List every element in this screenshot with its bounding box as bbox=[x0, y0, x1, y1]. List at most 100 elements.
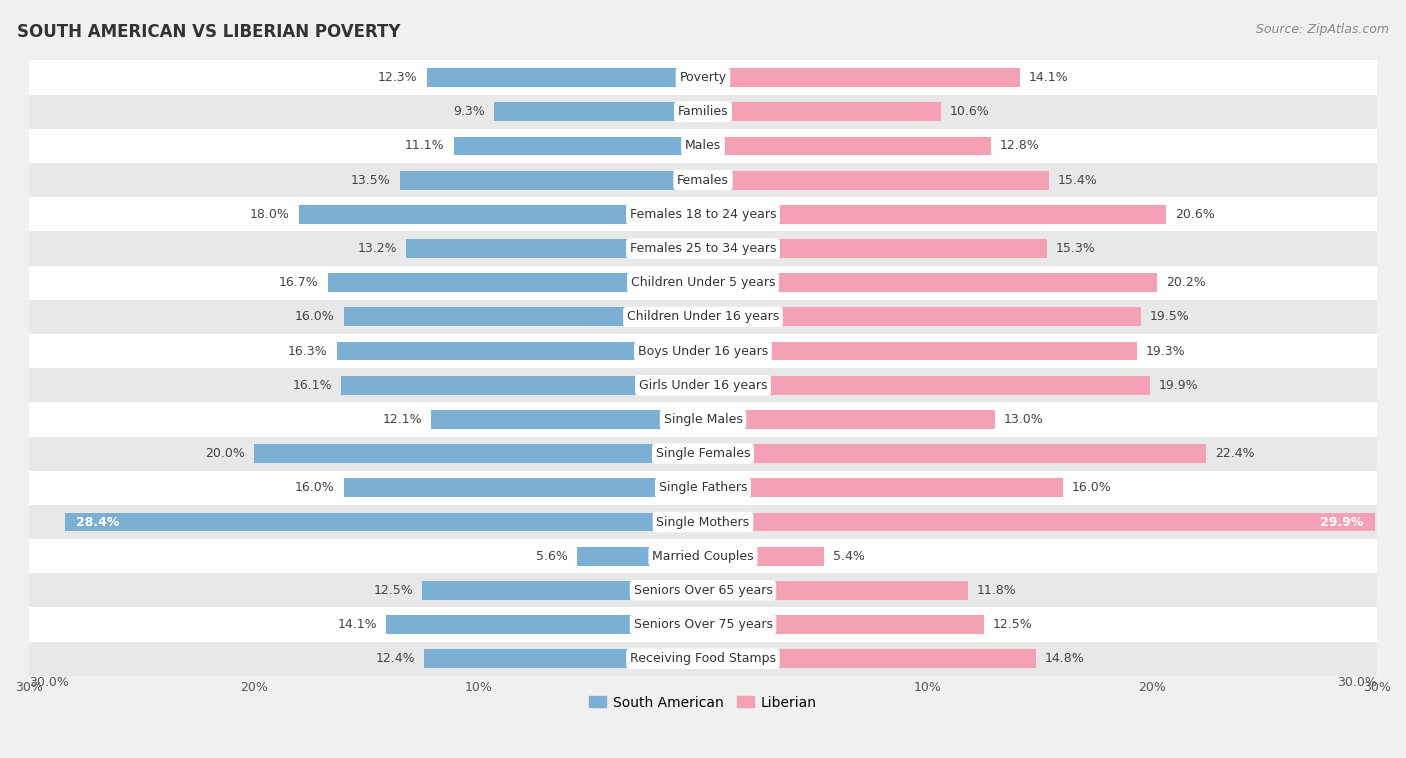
Bar bbox=[30, 61, 1376, 95]
Text: Source: ZipAtlas.com: Source: ZipAtlas.com bbox=[1256, 23, 1389, 36]
Bar bbox=[30, 402, 1376, 437]
Text: 20.6%: 20.6% bbox=[1175, 208, 1215, 221]
Text: 12.3%: 12.3% bbox=[378, 71, 418, 84]
Bar bbox=[30, 231, 1376, 265]
Text: Single Mothers: Single Mothers bbox=[657, 515, 749, 528]
Bar bbox=[703, 376, 1150, 395]
Text: 28.4%: 28.4% bbox=[76, 515, 120, 528]
Text: 13.5%: 13.5% bbox=[352, 174, 391, 186]
Text: 30.0%: 30.0% bbox=[30, 676, 69, 689]
Text: Children Under 5 years: Children Under 5 years bbox=[631, 276, 775, 290]
Text: 20.0%: 20.0% bbox=[205, 447, 245, 460]
Bar bbox=[30, 300, 1376, 334]
Bar bbox=[406, 239, 703, 258]
Text: 5.6%: 5.6% bbox=[536, 550, 568, 562]
Text: 12.5%: 12.5% bbox=[374, 584, 413, 597]
Text: SOUTH AMERICAN VS LIBERIAN POVERTY: SOUTH AMERICAN VS LIBERIAN POVERTY bbox=[17, 23, 401, 41]
Text: 13.2%: 13.2% bbox=[357, 242, 398, 255]
Text: 14.1%: 14.1% bbox=[337, 618, 377, 631]
Bar bbox=[578, 547, 703, 565]
Bar bbox=[425, 650, 703, 668]
Bar bbox=[30, 539, 1376, 573]
Bar bbox=[30, 197, 1376, 231]
Bar bbox=[703, 444, 1206, 463]
Text: 30.0%: 30.0% bbox=[1337, 676, 1376, 689]
Text: 16.3%: 16.3% bbox=[288, 345, 328, 358]
Text: 12.8%: 12.8% bbox=[1000, 139, 1039, 152]
Text: Males: Males bbox=[685, 139, 721, 152]
Text: 20.2%: 20.2% bbox=[1166, 276, 1205, 290]
Bar bbox=[30, 471, 1376, 505]
Text: Females: Females bbox=[678, 174, 728, 186]
Bar bbox=[703, 512, 1375, 531]
Text: 16.7%: 16.7% bbox=[278, 276, 319, 290]
Bar bbox=[703, 68, 1019, 87]
Text: 9.3%: 9.3% bbox=[453, 105, 485, 118]
Bar bbox=[30, 437, 1376, 471]
Bar bbox=[703, 136, 991, 155]
Bar bbox=[494, 102, 703, 121]
Bar bbox=[30, 334, 1376, 368]
Text: Married Couples: Married Couples bbox=[652, 550, 754, 562]
Bar bbox=[30, 642, 1376, 676]
Bar bbox=[422, 581, 703, 600]
Text: 19.5%: 19.5% bbox=[1150, 310, 1189, 324]
Bar bbox=[454, 136, 703, 155]
Bar bbox=[30, 368, 1376, 402]
Text: Families: Families bbox=[678, 105, 728, 118]
Text: 16.0%: 16.0% bbox=[1071, 481, 1111, 494]
Bar bbox=[399, 171, 703, 190]
Bar bbox=[30, 129, 1376, 163]
Bar bbox=[703, 650, 1036, 668]
Bar bbox=[426, 68, 703, 87]
Bar bbox=[703, 239, 1047, 258]
Text: Females 18 to 24 years: Females 18 to 24 years bbox=[630, 208, 776, 221]
Text: Boys Under 16 years: Boys Under 16 years bbox=[638, 345, 768, 358]
Text: Girls Under 16 years: Girls Under 16 years bbox=[638, 379, 768, 392]
Bar bbox=[703, 410, 995, 429]
Text: 11.8%: 11.8% bbox=[977, 584, 1017, 597]
Text: 12.5%: 12.5% bbox=[993, 618, 1032, 631]
Bar bbox=[703, 205, 1166, 224]
Text: 13.0%: 13.0% bbox=[1004, 413, 1043, 426]
Text: 16.0%: 16.0% bbox=[295, 310, 335, 324]
Bar bbox=[343, 478, 703, 497]
Bar bbox=[328, 274, 703, 292]
Text: 22.4%: 22.4% bbox=[1215, 447, 1256, 460]
Text: 14.1%: 14.1% bbox=[1029, 71, 1069, 84]
Text: 12.4%: 12.4% bbox=[375, 652, 415, 666]
Bar bbox=[387, 615, 703, 634]
Bar bbox=[30, 505, 1376, 539]
Text: Single Fathers: Single Fathers bbox=[659, 481, 747, 494]
Text: Receiving Food Stamps: Receiving Food Stamps bbox=[630, 652, 776, 666]
Text: 29.9%: 29.9% bbox=[1320, 515, 1364, 528]
Text: 16.0%: 16.0% bbox=[295, 481, 335, 494]
Text: 12.1%: 12.1% bbox=[382, 413, 422, 426]
Bar bbox=[30, 607, 1376, 642]
Bar bbox=[703, 547, 824, 565]
Text: Single Females: Single Females bbox=[655, 447, 751, 460]
Bar bbox=[703, 274, 1157, 292]
Text: 15.4%: 15.4% bbox=[1057, 174, 1098, 186]
Text: Females 25 to 34 years: Females 25 to 34 years bbox=[630, 242, 776, 255]
Bar bbox=[703, 171, 1049, 190]
Text: 5.4%: 5.4% bbox=[834, 550, 865, 562]
Text: 11.1%: 11.1% bbox=[405, 139, 444, 152]
Text: Seniors Over 75 years: Seniors Over 75 years bbox=[634, 618, 772, 631]
Bar bbox=[298, 205, 703, 224]
Text: 10.6%: 10.6% bbox=[950, 105, 990, 118]
Bar bbox=[703, 308, 1142, 326]
Bar bbox=[253, 444, 703, 463]
Text: 18.0%: 18.0% bbox=[250, 208, 290, 221]
Bar bbox=[30, 95, 1376, 129]
Bar bbox=[432, 410, 703, 429]
Text: Seniors Over 65 years: Seniors Over 65 years bbox=[634, 584, 772, 597]
Bar bbox=[703, 478, 1063, 497]
Text: 19.3%: 19.3% bbox=[1146, 345, 1185, 358]
Bar bbox=[342, 376, 703, 395]
Text: Poverty: Poverty bbox=[679, 71, 727, 84]
Text: Single Males: Single Males bbox=[664, 413, 742, 426]
Bar bbox=[337, 342, 703, 361]
Bar bbox=[30, 163, 1376, 197]
Text: 19.9%: 19.9% bbox=[1159, 379, 1199, 392]
